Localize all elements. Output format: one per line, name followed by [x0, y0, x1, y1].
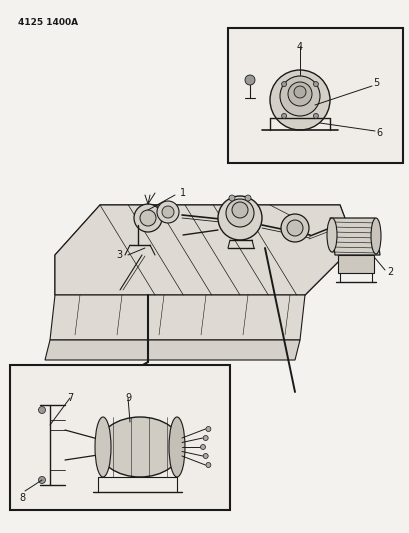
Polygon shape — [329, 218, 379, 255]
Text: 2: 2 — [386, 267, 392, 277]
Polygon shape — [45, 340, 299, 360]
Circle shape — [218, 196, 261, 240]
Circle shape — [280, 214, 308, 242]
Text: 5: 5 — [372, 78, 378, 88]
Circle shape — [139, 210, 155, 226]
Circle shape — [203, 454, 208, 458]
Text: 1: 1 — [180, 188, 186, 198]
Circle shape — [38, 407, 45, 414]
Circle shape — [205, 463, 210, 467]
Circle shape — [229, 195, 234, 201]
Text: 6: 6 — [375, 128, 381, 138]
Circle shape — [245, 75, 254, 85]
Text: 7: 7 — [67, 393, 73, 403]
Circle shape — [287, 82, 311, 106]
Ellipse shape — [98, 417, 182, 477]
Circle shape — [312, 82, 318, 86]
Circle shape — [231, 202, 247, 218]
Ellipse shape — [95, 417, 111, 477]
Text: 4125 1400A: 4125 1400A — [18, 18, 78, 27]
Bar — [227, 28, 402, 163]
Text: 3: 3 — [116, 250, 122, 260]
Circle shape — [312, 114, 318, 118]
Circle shape — [134, 204, 162, 232]
Circle shape — [286, 220, 302, 236]
Circle shape — [270, 70, 329, 130]
Circle shape — [203, 435, 208, 440]
Circle shape — [293, 86, 305, 98]
Circle shape — [162, 206, 173, 218]
Polygon shape — [55, 205, 354, 295]
Text: 9: 9 — [125, 393, 131, 403]
Polygon shape — [50, 295, 304, 340]
Text: 8: 8 — [19, 493, 25, 503]
Bar — [337, 255, 373, 273]
Circle shape — [157, 201, 179, 223]
Circle shape — [205, 426, 210, 432]
Circle shape — [38, 477, 45, 483]
Circle shape — [225, 199, 254, 227]
Ellipse shape — [169, 417, 184, 477]
Circle shape — [245, 195, 250, 201]
Circle shape — [281, 114, 286, 118]
Circle shape — [281, 82, 286, 86]
Circle shape — [279, 76, 319, 116]
Text: 4: 4 — [296, 42, 302, 52]
Polygon shape — [55, 205, 354, 295]
Bar — [10, 365, 229, 510]
Circle shape — [200, 445, 205, 449]
Ellipse shape — [326, 218, 336, 252]
Ellipse shape — [370, 218, 380, 254]
